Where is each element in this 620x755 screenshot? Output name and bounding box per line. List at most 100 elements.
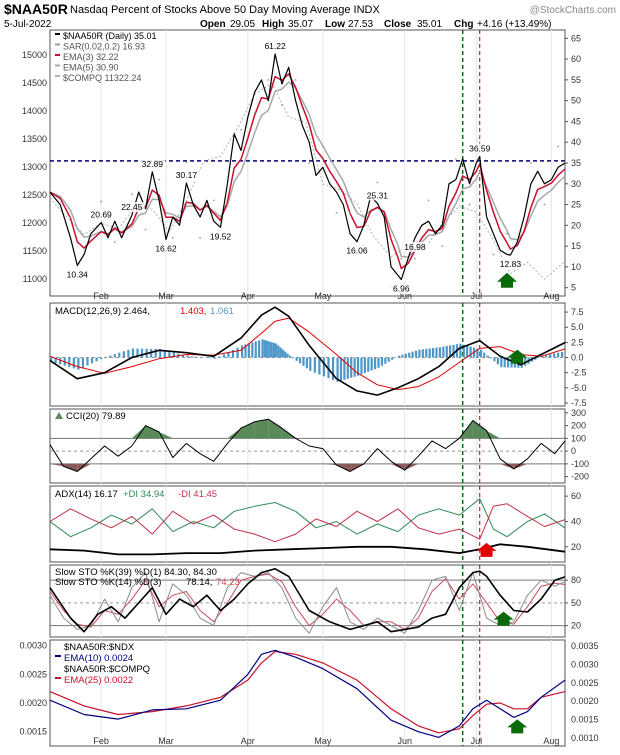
cci-overbought-fill [255, 419, 269, 438]
sar-dot [295, 79, 297, 81]
cci-legend: CCI(20) 79.89 [66, 411, 126, 422]
macd-histogram-bar [487, 356, 489, 358]
sar-dot [322, 145, 324, 147]
price-line [50, 54, 565, 280]
macd-histogram-bar [292, 358, 294, 359]
y-tick-label: 0.0025 [571, 678, 599, 688]
macd-histogram-bar [258, 340, 260, 357]
sar-dot [349, 212, 351, 214]
macd-histogram-bar [497, 358, 499, 365]
legend-swatch [55, 54, 60, 56]
macd-histogram-bar [459, 344, 461, 358]
macd-histogram-bar [388, 358, 390, 362]
sar-dot [544, 204, 546, 206]
annotation-label: 30.17 [176, 170, 198, 180]
sar-dot [114, 241, 116, 243]
price-annotation: 6.96 [388, 284, 414, 294]
macd-histogram-bar [105, 357, 107, 358]
price-annotation: 12.83 [497, 259, 523, 269]
price-annotation: 19.52 [208, 231, 234, 241]
panel-frame-price [50, 30, 565, 296]
sar-dot [70, 216, 72, 218]
macd-histogram-bar [296, 358, 298, 361]
macd-histogram-bar [405, 354, 407, 358]
macd-histogram-bar [302, 358, 304, 366]
macd-legend-signal: 1.403, [180, 306, 206, 317]
y-tick-label: 60 [571, 491, 581, 501]
y-tick-label: 15 [571, 241, 581, 251]
x-tick-label: May [314, 291, 332, 301]
panel-frame-cci [50, 409, 565, 483]
annotation-label: 20.69 [91, 209, 113, 219]
cci-oversold-fill [514, 464, 528, 469]
sar-dot [240, 129, 242, 131]
low-label: Low [325, 19, 345, 30]
legend-label: $NAA50R (Daily) 35.01 [63, 31, 157, 41]
macd-histogram-bar [398, 356, 400, 358]
sar-dot [308, 162, 310, 164]
sar-dot [281, 104, 283, 106]
y-tick-label: 20 [571, 542, 581, 552]
macd-histogram-bar [114, 354, 116, 357]
y-tick-label: 5 [571, 283, 576, 293]
legend-label: EMA(5) 30.90 [63, 63, 119, 73]
adx-legend: ADX(14) 16.17 [55, 489, 118, 500]
macd-line [50, 307, 565, 395]
price-annotation: 25.31 [364, 190, 390, 200]
sar-dot [377, 182, 379, 184]
x-tick-label: Jun [397, 736, 412, 746]
macd-histogram-bar [266, 341, 268, 358]
sar-dot [469, 204, 471, 206]
ema5-line [50, 82, 565, 257]
y-tick-label: 0.0020 [571, 696, 599, 706]
y-tick-label: 50 [571, 96, 581, 106]
high-label: High [262, 19, 284, 30]
x-tick-label: Apr [241, 291, 255, 301]
sar-dot [186, 161, 188, 163]
ema3-line [50, 74, 565, 269]
x-tick-label: Jul [471, 291, 483, 301]
left-tick-label: 0.0020 [19, 698, 47, 708]
price-annotation: 61.22 [262, 41, 288, 51]
y-tick-label: 50 [571, 598, 581, 608]
macd-histogram-bar [191, 356, 193, 357]
macd-histogram-bar [442, 347, 444, 358]
minus-di-line [50, 504, 565, 542]
y-tick-label: 80 [571, 575, 581, 585]
macd-histogram-bar [480, 350, 482, 358]
macd-histogram-bar [275, 344, 277, 358]
macd-histogram-bar [354, 358, 356, 377]
x-tick-label: Aug [543, 291, 559, 301]
sar-dot [172, 237, 174, 239]
sto-legend-2: Slow STO %K(14) %D(3) [55, 577, 161, 588]
x-tick-label: Aug [543, 736, 559, 746]
macd-histogram-bar [347, 358, 349, 379]
y-tick-label: 30 [571, 179, 581, 189]
macd-histogram-bar [255, 341, 257, 357]
left-tick-label: 14000 [22, 106, 47, 116]
macd-histogram-bar [452, 345, 454, 358]
macd-histogram-bar [364, 358, 366, 374]
macd-histogram-bar [408, 353, 410, 358]
macd-histogram-bar [561, 352, 563, 358]
cci-overbought-fill [268, 419, 282, 438]
macd-histogram-bar [374, 358, 376, 370]
annotation-label: 6.96 [393, 284, 410, 294]
macd-histogram-bar [422, 349, 424, 357]
close-label: Close [384, 19, 412, 30]
y-tick-label: 60 [571, 54, 581, 64]
watermark: @StockCharts.com [530, 5, 616, 16]
annotation-label: 16.62 [155, 243, 177, 253]
left-tick-label: 0.0030 [19, 641, 47, 651]
macd-histogram-bar [264, 340, 266, 357]
macd-histogram-bar [82, 358, 84, 368]
macd-histogram-bar [218, 357, 220, 358]
macd-histogram-bar [401, 355, 403, 358]
open-value: 29.05 [230, 19, 255, 30]
legend-swatch [55, 75, 60, 77]
sar-dot [530, 162, 532, 164]
macd-histogram-bar [490, 358, 492, 359]
left-tick-label: 0.0025 [19, 669, 47, 679]
sar-dot [267, 79, 269, 81]
